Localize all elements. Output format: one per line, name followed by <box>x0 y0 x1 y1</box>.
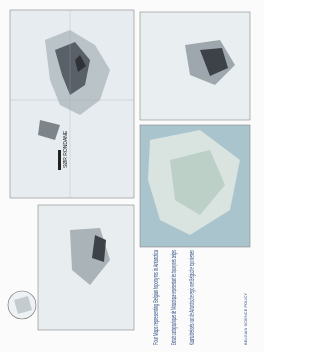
map-sor-rondane: SØR RONDANE <box>9 9 135 199</box>
region-label: SØR RONDANE <box>63 130 69 168</box>
map-bottom-right <box>139 124 251 248</box>
title-block: Four Maps representing Belgian toponyms … <box>153 250 248 345</box>
title-en: Four Maps representing Belgian toponyms … <box>153 250 160 345</box>
poster: SØR RONDANE Four Maps representing Belgi… <box>7 9 251 345</box>
map-top-right <box>139 11 251 121</box>
title-fr: Extraits cartographiques de l'Antarctiqu… <box>171 250 178 345</box>
map-bottom-left <box>7 204 135 331</box>
title-nl: Kaartuittreksels van de Antarctische reg… <box>189 250 196 345</box>
publisher: BELGIAN SCIENCE POLICY <box>243 293 248 345</box>
